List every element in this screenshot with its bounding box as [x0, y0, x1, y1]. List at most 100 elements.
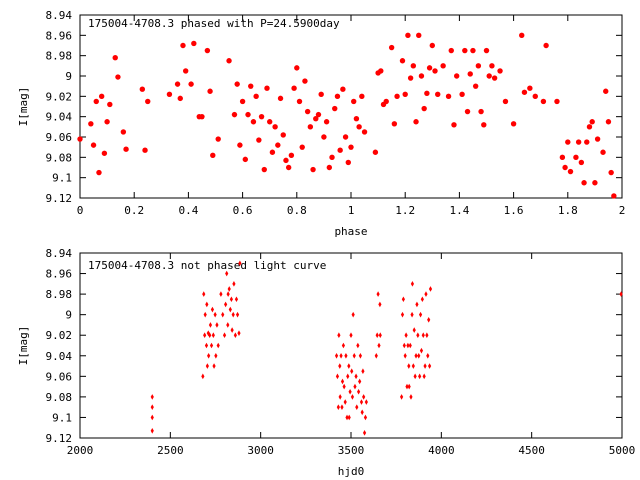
data-point [426, 352, 430, 359]
y-tick-label: 8.94 [46, 247, 73, 260]
y-tick-label: 8.94 [46, 9, 73, 22]
data-point [353, 116, 360, 122]
data-point [440, 63, 446, 69]
data-point [358, 378, 362, 385]
data-point [335, 373, 340, 380]
data-point [340, 404, 344, 410]
data-point [578, 159, 585, 166]
data-point [150, 428, 154, 434]
data-point [342, 383, 346, 390]
data-point [188, 81, 194, 87]
data-point [226, 58, 232, 64]
data-point [472, 83, 479, 89]
data-point [378, 332, 382, 339]
data-point [445, 93, 452, 100]
data-point [467, 71, 473, 77]
y-axis-label: I[mag] [17, 326, 30, 366]
data-point [112, 55, 118, 61]
data-point [224, 301, 228, 308]
data-point [404, 332, 408, 339]
data-point [206, 330, 210, 336]
data-point [421, 332, 425, 339]
data-point [375, 332, 379, 339]
data-point [448, 47, 454, 54]
data-point [234, 81, 240, 87]
data-point [423, 363, 427, 369]
data-point [227, 286, 231, 292]
data-point [345, 414, 349, 421]
data-point [567, 168, 574, 175]
data-point [150, 404, 154, 410]
data-point [351, 311, 355, 318]
data-point [415, 301, 419, 308]
data-point [221, 311, 225, 318]
data-point [253, 93, 259, 100]
x-tick-label: 1.6 [504, 204, 524, 217]
data-point [359, 399, 364, 405]
data-point [424, 291, 428, 297]
data-point [462, 47, 468, 54]
data-point [418, 311, 423, 318]
data-point [304, 108, 311, 115]
data-point [120, 129, 127, 135]
data-point [107, 101, 113, 108]
y-tick-label: 9 [65, 70, 72, 83]
data-point [543, 42, 549, 49]
data-point [313, 116, 319, 122]
data-point [203, 332, 207, 339]
y-tick-label: 9.12 [46, 192, 73, 205]
data-point [360, 409, 364, 416]
x-tick-label: 2000 [67, 444, 94, 457]
data-point [362, 430, 367, 436]
data-point [559, 154, 566, 161]
data-point [219, 291, 223, 297]
data-point [205, 363, 209, 369]
data-point [350, 394, 355, 400]
data-point [429, 42, 435, 49]
data-point [420, 296, 424, 303]
data-point [410, 281, 415, 287]
data-point [350, 368, 354, 374]
data-point [235, 311, 240, 318]
data-point [584, 139, 590, 145]
data-point [215, 322, 219, 328]
data-point [210, 152, 216, 158]
data-point [204, 47, 211, 54]
data-point [435, 91, 441, 98]
data-point [408, 342, 412, 349]
data-point [412, 327, 416, 333]
data-point [338, 394, 342, 400]
data-point [352, 352, 356, 359]
data-point [204, 342, 209, 349]
data-point [427, 363, 432, 369]
data-point [407, 75, 414, 81]
data-point [402, 342, 406, 349]
data-point [378, 68, 384, 74]
data-point [594, 136, 601, 142]
data-point [483, 47, 490, 54]
data-point [470, 47, 476, 54]
data-point [275, 142, 281, 148]
data-point [399, 58, 406, 64]
data-point [174, 81, 181, 87]
data-point [421, 105, 427, 112]
data-point [341, 342, 346, 349]
x-tick-label: 4000 [428, 444, 455, 457]
data-point [285, 164, 292, 171]
data-point [310, 166, 316, 173]
data-series [77, 32, 617, 199]
data-point [416, 32, 422, 39]
data-point [90, 142, 97, 148]
data-point [234, 296, 239, 303]
data-point [600, 149, 606, 155]
data-point [291, 85, 297, 91]
data-point [237, 142, 243, 148]
data-point [225, 270, 229, 277]
data-point [575, 139, 582, 145]
data-point [478, 108, 484, 115]
data-point [88, 121, 94, 127]
data-point [411, 363, 415, 369]
data-point [401, 296, 405, 303]
data-point [318, 91, 324, 98]
